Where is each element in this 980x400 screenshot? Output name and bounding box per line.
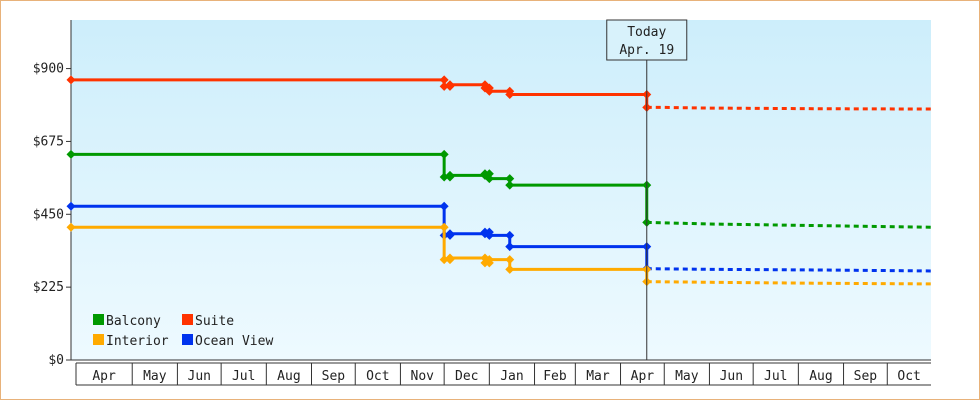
- data-point: [484, 230, 494, 240]
- forecast-line-interior: [646, 280, 932, 286]
- legend-swatch-ocean-view: [182, 334, 193, 345]
- series-layer: [66, 75, 932, 287]
- y-tick-label: $225: [33, 280, 64, 295]
- forecast-line-balcony: [646, 220, 932, 229]
- data-point: [484, 86, 494, 96]
- data-point: [484, 174, 494, 184]
- data-point: [66, 75, 76, 85]
- data-point: [445, 229, 455, 239]
- data-point: [505, 180, 515, 190]
- data-point: [66, 201, 76, 211]
- data-point: [445, 253, 455, 263]
- month-label: Aug: [809, 369, 832, 384]
- month-label: May: [675, 369, 699, 384]
- month-label: Jun: [188, 369, 211, 384]
- data-point: [439, 149, 449, 159]
- legend-label-ocean-view: Ocean View: [195, 334, 273, 349]
- y-tick-label: $675: [33, 134, 64, 149]
- x-axis: Apr May Jun Jul Aug Sep Oct Nov Dec Jan Feb Mar Apr M…: [71, 359, 931, 386]
- month-label: Sep: [854, 369, 878, 384]
- month-label: Oct: [366, 369, 389, 384]
- legend-label-interior: Interior: [106, 334, 169, 349]
- month-label: Apr: [92, 369, 116, 384]
- month-label: May: [143, 369, 167, 384]
- data-point: [66, 149, 76, 159]
- y-axis: $0 $225 $450 $675 $900: [33, 20, 72, 368]
- month-label: Aug: [277, 369, 300, 384]
- data-point: [505, 89, 515, 99]
- legend-label-suite: Suite: [195, 314, 234, 329]
- month-label: Jan: [500, 369, 523, 384]
- legend-swatch-interior: [93, 334, 104, 345]
- data-point: [439, 75, 449, 85]
- month-label: Mar: [586, 369, 610, 384]
- data-point: [439, 222, 449, 232]
- series-balcony: [66, 149, 932, 229]
- data-point: [66, 222, 76, 232]
- today-box: [606, 19, 688, 61]
- legend-swatch-suite: [182, 314, 193, 325]
- data-point: [445, 170, 455, 180]
- data-point: [505, 255, 515, 265]
- month-label: Jul: [232, 369, 255, 384]
- legend-label-balcony: Balcony: [106, 314, 161, 329]
- data-point: [505, 230, 515, 240]
- forecast-line-ocean-view: [646, 267, 932, 273]
- today-marker: Today Apr. 19: [606, 19, 688, 360]
- month-label: Nov: [411, 369, 435, 384]
- today-date: Apr. 19: [619, 43, 674, 58]
- series-interior: [66, 222, 932, 287]
- y-tick-label: $450: [33, 207, 64, 222]
- data-point: [505, 242, 515, 252]
- month-label: Feb: [543, 369, 567, 384]
- data-point: [484, 169, 494, 179]
- month-label: Sep: [322, 369, 346, 384]
- today-label: Today: [627, 25, 666, 40]
- legend: Balcony Suite Interior Ocean View: [93, 314, 273, 349]
- forecast-line-suite: [646, 105, 932, 111]
- month-label: Dec: [455, 369, 478, 384]
- data-point: [484, 255, 494, 265]
- month-label: Jul: [764, 369, 787, 384]
- month-label: Jun: [720, 369, 743, 384]
- y-tick-label: $900: [33, 62, 64, 77]
- y-tick-label: $0: [48, 353, 64, 368]
- data-point: [505, 174, 515, 184]
- legend-swatch-balcony: [93, 314, 104, 325]
- data-point: [439, 201, 449, 211]
- data-point: [505, 264, 515, 274]
- series-suite: [66, 75, 932, 112]
- month-label: Oct: [897, 369, 920, 384]
- month-label: Apr: [631, 369, 655, 384]
- plot-area: [71, 20, 931, 360]
- data-point: [445, 80, 455, 90]
